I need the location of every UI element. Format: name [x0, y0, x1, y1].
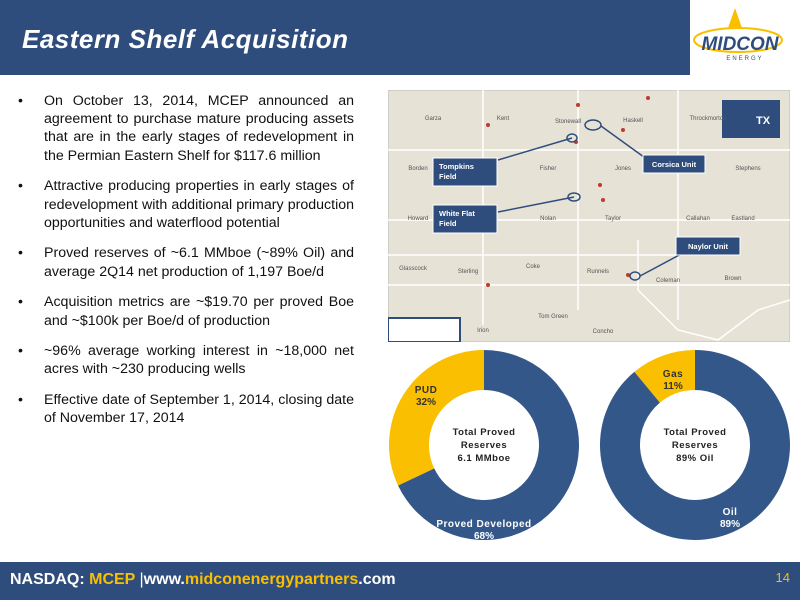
callout-label: Corsica Unit — [652, 160, 697, 169]
logo: MIDCON ENERGY — [693, 8, 783, 62]
county-label: Tom Green — [538, 314, 568, 320]
donut-segment — [634, 350, 695, 403]
bullet: Proved reserves of ~6.1 MMboe (~89% Oil)… — [18, 244, 354, 280]
bullet-list: On October 13, 2014, MCEP announced an a… — [18, 92, 354, 440]
callout-box — [432, 157, 498, 187]
footer: NASDAQ: MCEP |www.midconenergypartners.c… — [0, 562, 800, 600]
footer-url: NASDAQ: MCEP |www.midconenergypartners.c… — [10, 571, 396, 588]
callout-label: Naylor Unit — [688, 242, 729, 251]
county-label: Jones — [615, 166, 631, 172]
header-bar: Eastern Shelf Acquisition — [0, 0, 690, 75]
callout-box — [675, 236, 741, 256]
county-label: Eastland — [731, 216, 754, 222]
county-label: Borden — [408, 166, 427, 172]
county-label: Stephens — [735, 166, 760, 172]
county-label: Runnels — [587, 269, 609, 275]
tx-icon — [722, 100, 780, 138]
county-label: Callahan — [686, 216, 710, 222]
value-label: 11% — [663, 381, 683, 392]
bullet: Effective date of September 1, 2014, clo… — [18, 391, 354, 427]
value-label: 68% — [474, 531, 494, 542]
page-number: 14 — [775, 570, 790, 585]
county-label: Concho — [593, 329, 614, 335]
donut-segment — [389, 350, 484, 486]
url-prefix: www. — [143, 571, 185, 588]
county-label: Fisher — [540, 166, 557, 172]
callout-label: Tompkins Field — [439, 162, 474, 181]
county-label: Sterling — [458, 269, 478, 275]
bullet: Acquisition metrics are ~$19.70 per prov… — [18, 293, 354, 329]
county-label: Garza — [425, 116, 442, 122]
state-label: TX — [756, 115, 771, 127]
logo-text: MIDCON — [701, 34, 779, 55]
bullet: ~96% average working interest in ~18,000… — [18, 342, 354, 378]
segment-name: Gas — [663, 369, 683, 380]
callout-lines — [497, 119, 699, 281]
county-label: Haskell — [623, 118, 643, 124]
ticker: MCEP — [89, 571, 136, 588]
title: Eastern Shelf Acquisition — [22, 24, 349, 54]
county-label: Throckmorton — [689, 116, 726, 122]
center-label: Total Proved — [453, 427, 516, 438]
callout-box — [642, 154, 706, 174]
center-label: Reserves — [672, 440, 718, 451]
county-label: Kent — [497, 116, 510, 122]
exchange: NASDAQ: — [10, 571, 85, 588]
county-label: Coke — [526, 264, 541, 270]
county-label: Irion — [477, 328, 489, 334]
county-label: Howard — [408, 216, 429, 222]
center-label: Total Proved — [664, 427, 727, 438]
center-label: 89% Oil — [676, 453, 714, 464]
center-label: 6.1 MMboe — [457, 453, 510, 464]
county-label: Coleman — [656, 278, 680, 284]
callout-label: White Flat Field — [439, 209, 475, 228]
county-label: Taylor — [605, 216, 621, 222]
logo-drop — [728, 8, 742, 28]
segment-name: Oil — [723, 507, 738, 518]
value-label: 89% — [720, 519, 740, 530]
url-suffix: .com — [358, 571, 396, 588]
bullet: On October 13, 2014, MCEP announced an a… — [18, 92, 354, 165]
wells — [486, 96, 650, 287]
bullet: Attractive producing properties in early… — [18, 177, 354, 232]
segment-name: PUD — [415, 385, 438, 396]
logo-ring — [693, 27, 783, 53]
county-label: Brown — [724, 276, 741, 282]
donut-segment — [398, 350, 579, 540]
logo-sub: ENERGY — [726, 56, 763, 62]
segment-name: Proved Developed — [436, 519, 531, 530]
county-label: Glasscock — [399, 266, 428, 272]
center-label: Reserves — [461, 440, 507, 451]
url-name: midconenergypartners — [184, 571, 359, 588]
county-label: Nolan — [540, 216, 556, 222]
donut-segment — [600, 350, 790, 540]
inset-box — [388, 317, 461, 342]
value-label: 32% — [416, 397, 436, 408]
callout-box — [432, 204, 498, 234]
county-label: Stonewall — [555, 119, 581, 125]
map: TX Garza Kent Stonewall Haskell Throckmorton… — [388, 90, 790, 342]
